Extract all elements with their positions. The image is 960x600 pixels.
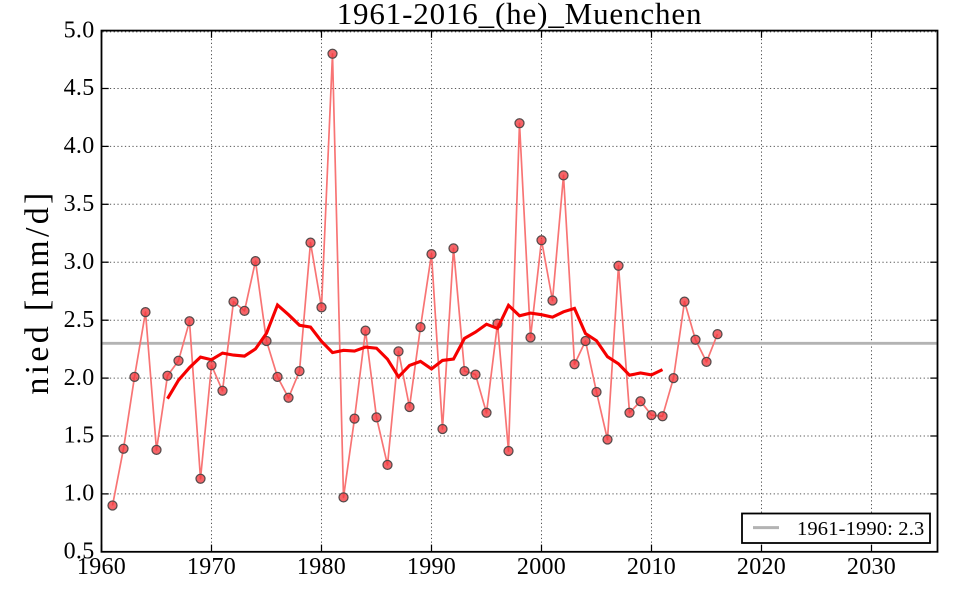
- svg-text:4.0: 4.0: [64, 133, 95, 159]
- svg-text:5.0: 5.0: [64, 17, 95, 43]
- svg-text:3.5: 3.5: [64, 191, 95, 217]
- svg-text:1990: 1990: [407, 554, 456, 580]
- svg-text:1960: 1960: [77, 554, 126, 580]
- svg-text:1.0: 1.0: [64, 481, 95, 507]
- svg-text:2.5: 2.5: [64, 307, 95, 333]
- svg-text:2.0: 2.0: [64, 365, 95, 391]
- svg-text:3.0: 3.0: [64, 249, 95, 275]
- svg-text:1970: 1970: [187, 554, 236, 580]
- svg-text:1961-2016_(he)_Muenchen: 1961-2016_(he)_Muenchen: [337, 0, 703, 31]
- svg-text:1961-1990: 2.3: 1961-1990: 2.3: [797, 518, 924, 540]
- svg-text:2030: 2030: [847, 554, 896, 580]
- svg-text:1980: 1980: [297, 554, 346, 580]
- svg-text:2010: 2010: [627, 554, 676, 580]
- svg-text:0.5: 0.5: [64, 539, 95, 565]
- svg-text:nied [mm/d]: nied [mm/d]: [19, 189, 56, 394]
- svg-text:2000: 2000: [517, 554, 566, 580]
- svg-text:1.5: 1.5: [64, 423, 95, 449]
- svg-text:2020: 2020: [737, 554, 786, 580]
- svg-text:4.5: 4.5: [64, 75, 95, 101]
